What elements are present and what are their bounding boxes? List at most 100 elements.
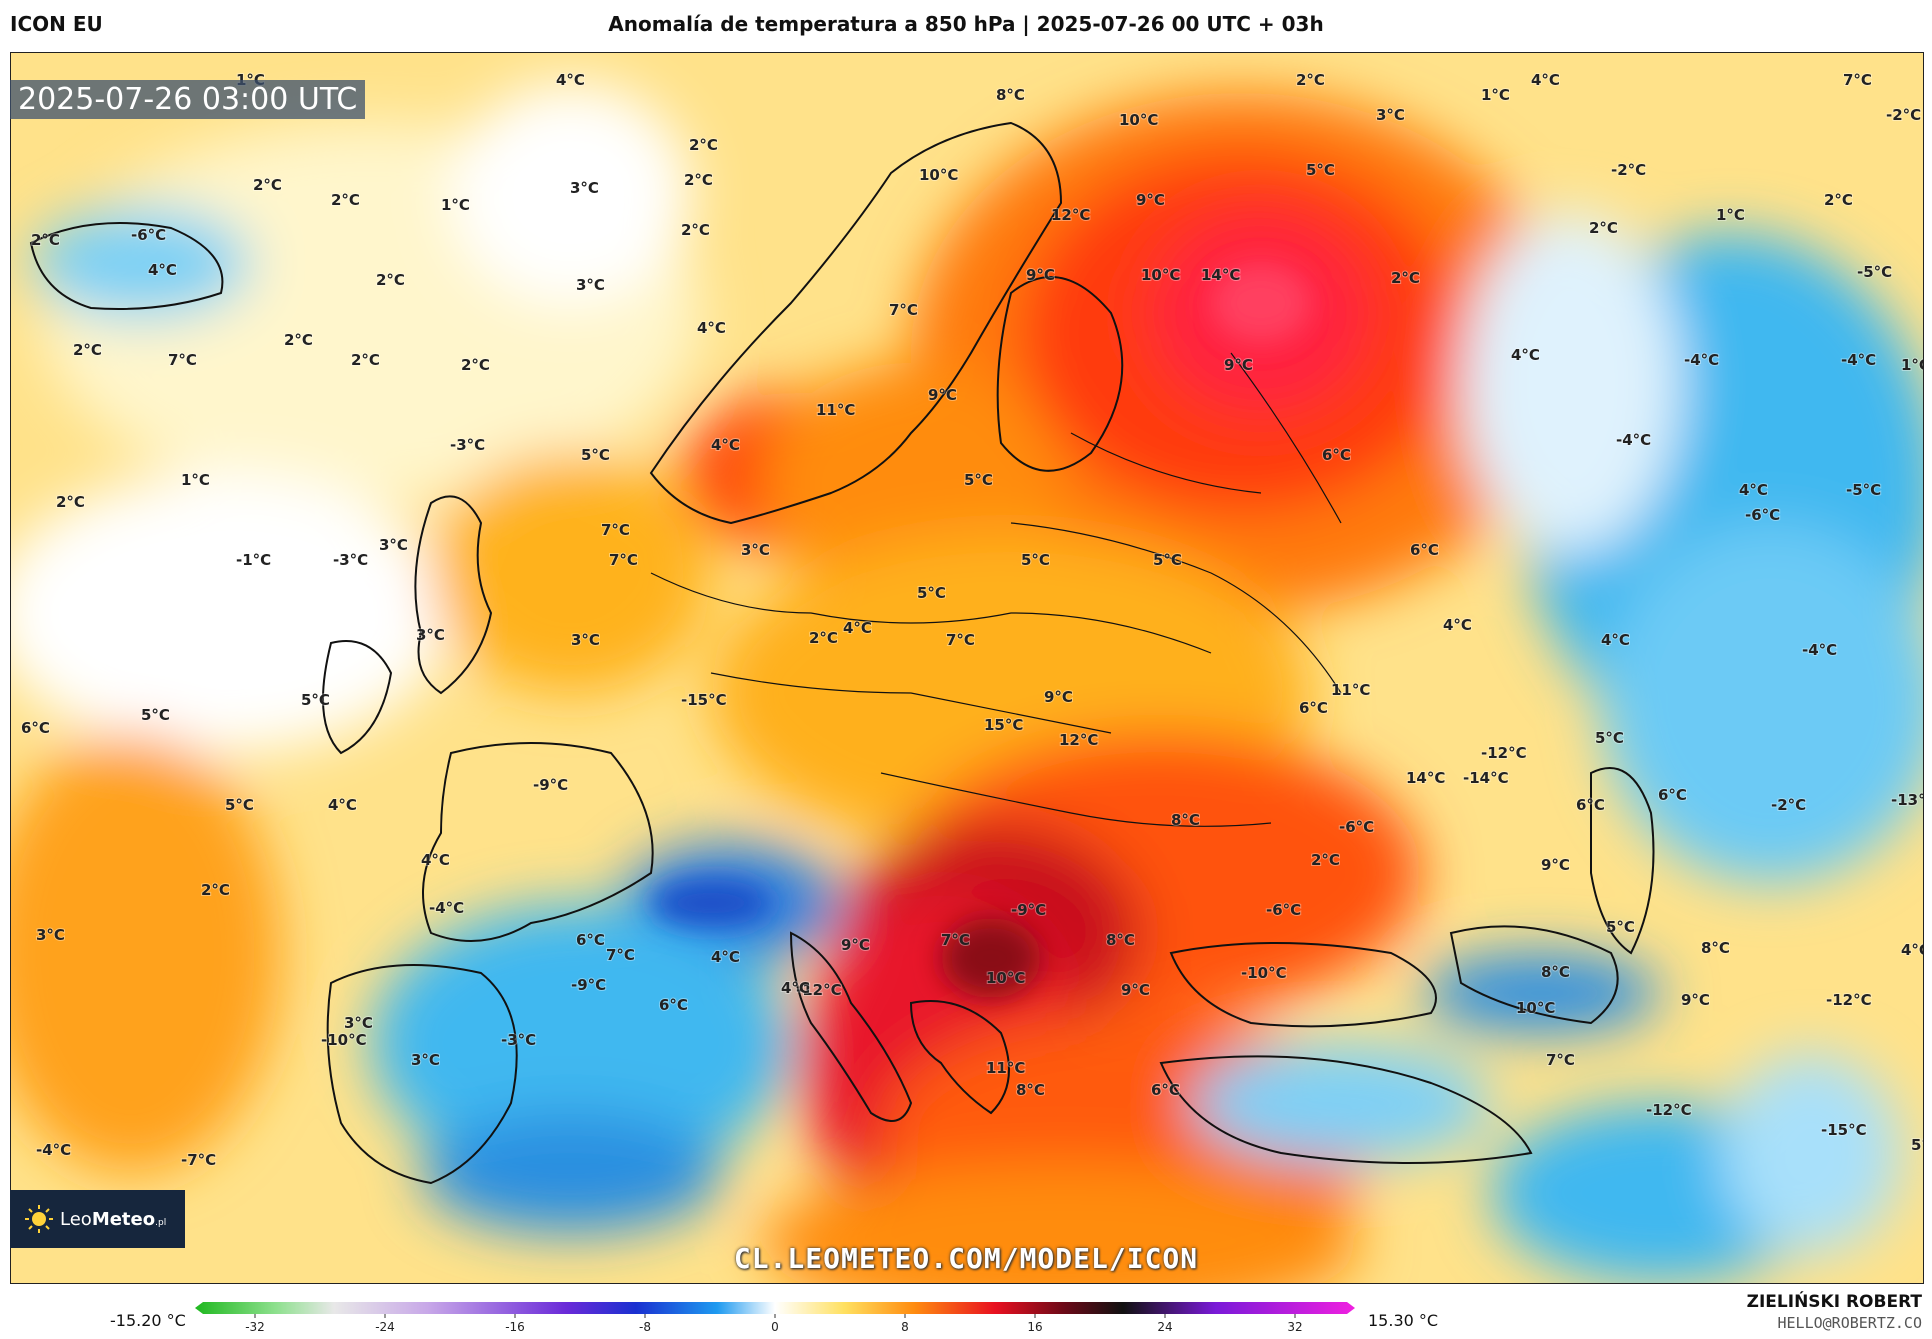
temperature-label: 3°C: [379, 536, 408, 554]
temperature-label: 5°C: [1595, 729, 1624, 747]
temperature-label: 9°C: [1224, 356, 1253, 374]
colorbar-tick-label: 0: [771, 1320, 779, 1334]
temperature-label: 7°C: [601, 521, 630, 539]
temperature-label: 4°C: [1443, 616, 1472, 634]
temperature-label: -4°C: [429, 899, 464, 917]
temperature-label: 4°C: [781, 979, 810, 997]
temperature-label: 2°C: [461, 356, 490, 374]
temperature-label: 8°C: [1541, 963, 1570, 981]
colorbar-tick-label: -24: [375, 1320, 395, 1334]
temperature-label: 2°C: [331, 191, 360, 209]
temperature-label: 6°C: [659, 996, 688, 1014]
temperature-label: 1°C: [181, 471, 210, 489]
temperature-label: 8°C: [1016, 1081, 1045, 1099]
leometeo-logo[interactable]: LeoMeteo.pl: [10, 1190, 185, 1248]
temperature-label: 1°C: [1716, 206, 1745, 224]
temperature-label: 6°C: [576, 931, 605, 949]
temperature-label: 5°C: [1021, 551, 1050, 569]
model-url-watermark: CL.LEOMETEO.COM/MODEL/ICON: [733, 1242, 1199, 1275]
temperature-label: 10°C: [1119, 111, 1158, 129]
temperature-label: 8°C: [996, 86, 1025, 104]
colorbar-min-label: -15.20 °C: [110, 1311, 186, 1330]
temperature-label: 9°C: [1044, 688, 1073, 706]
temperature-label: -5°C: [1846, 481, 1881, 499]
temperature-label: 4°C: [1901, 941, 1923, 959]
temperature-label: 2°C: [809, 629, 838, 647]
temperature-labels: 1°C 4°C 2°C 4°C 7°C 8°C 10°C 1°C 3°C -2°C 2°C 2°C -2…: [20, 70, 1923, 1170]
temperature-label: 2°C: [684, 171, 713, 189]
temperature-label: 12°C: [1059, 731, 1098, 749]
temperature-label: -10°C: [321, 1031, 367, 1049]
temperature-label: 2°C: [1391, 269, 1420, 287]
colorbar-ticks: -32 -24 -16 -8 0 8 16 24 32: [245, 1314, 1303, 1334]
temperature-label: 3°C: [1376, 106, 1405, 124]
temperature-label: -9°C: [571, 976, 606, 994]
temperature-label: 9°C: [1026, 266, 1055, 284]
temperature-label: 7°C: [1843, 71, 1872, 89]
temperature-label: 15°C: [984, 716, 1023, 734]
temperature-label: 7°C: [168, 351, 197, 369]
logo-text: LeoMeteo.pl: [60, 1208, 167, 1230]
temperature-label: -2°C: [1886, 106, 1921, 124]
temperature-label: 4°C: [328, 796, 357, 814]
temperature-anomaly-map[interactable]: 1°C 4°C 2°C 4°C 7°C 8°C 10°C 1°C 3°C -2°C 2°C 2°C -2…: [10, 52, 1924, 1284]
temperature-label: -15°C: [1821, 1121, 1867, 1139]
temperature-label: 7°C: [606, 946, 635, 964]
temperature-label: 3°C: [344, 1014, 373, 1032]
map-canvas: 1°C 4°C 2°C 4°C 7°C 8°C 10°C 1°C 3°C -2°C 2°C 2°C -2…: [11, 53, 1923, 1283]
temperature-label: 3°C: [570, 179, 599, 197]
colorbar-tick-label: 32: [1287, 1320, 1302, 1334]
colorbar-tick-label: -8: [639, 1320, 651, 1334]
temperature-label: 5°C: [581, 446, 610, 464]
temperature-label: 6°C: [21, 719, 50, 737]
temperature-label: 6°C: [1410, 541, 1439, 559]
model-name: ICON EU: [10, 12, 103, 36]
temperature-label: 2°C: [351, 351, 380, 369]
temperature-label: 4°C: [1531, 71, 1560, 89]
temperature-label: 11°C: [1331, 681, 1370, 699]
temperature-label: 2°C: [253, 176, 282, 194]
temperature-label: 4°C: [711, 436, 740, 454]
temperature-label: -3°C: [333, 551, 368, 569]
temperature-label: 5°C: [917, 584, 946, 602]
temperature-label: 2°C: [376, 271, 405, 289]
temperature-label: -4°C: [1841, 351, 1876, 369]
temperature-label: 10°C: [1141, 266, 1180, 284]
temperature-label: -2°C: [1611, 161, 1646, 179]
colorbar-tick-label: 16: [1027, 1320, 1042, 1334]
colorbar-tick-label: -16: [505, 1320, 525, 1334]
temperature-label: -6°C: [131, 226, 166, 244]
temperature-label: -6°C: [1266, 901, 1301, 919]
temperature-label: 2°C: [31, 231, 60, 249]
temperature-label: 2°C: [56, 493, 85, 511]
temperature-label: 3°C: [411, 1051, 440, 1069]
temperature-label: 5°C: [1606, 918, 1635, 936]
temperature-label: 4°C: [1511, 346, 1540, 364]
temperature-label: -3°C: [501, 1031, 536, 1049]
temperature-label: 9°C: [928, 386, 957, 404]
temperature-label: 6°C: [1299, 699, 1328, 717]
temperature-label: 8°C: [1701, 939, 1730, 957]
temperature-label: 2°C: [201, 881, 230, 899]
temperature-label: 5°C: [141, 706, 170, 724]
temperature-label: 4°C: [148, 261, 177, 279]
temperature-label: -3°C: [450, 436, 485, 454]
temperature-label: 7°C: [941, 931, 970, 949]
temperature-label: 4°C: [1739, 481, 1768, 499]
temperature-label: 6°C: [1151, 1081, 1180, 1099]
temperature-label: 6°C: [1322, 446, 1351, 464]
temperature-label: 8°C: [1106, 931, 1135, 949]
temperature-label: 10°C: [1516, 999, 1555, 1017]
map-title: Anomalía de temperatura a 850 hPa | 2025…: [608, 12, 1324, 36]
temperature-label: 1°C: [441, 196, 470, 214]
temperature-label: 4°C: [697, 319, 726, 337]
temperature-label: -12°C: [796, 981, 842, 999]
temperature-label: 11°C: [986, 1059, 1025, 1077]
temperature-label: 8°C: [1171, 811, 1200, 829]
temperature-label: 10°C: [986, 969, 1025, 987]
temperature-label: 2°C: [73, 341, 102, 359]
temperature-label: 2°C: [1824, 191, 1853, 209]
temperature-label: 7°C: [946, 631, 975, 649]
author-email[interactable]: HELLO@ROBERTZ.CO: [1777, 1314, 1923, 1332]
colorbar: -32 -24 -16 -8 0 8 16 24 32: [195, 1302, 1355, 1334]
